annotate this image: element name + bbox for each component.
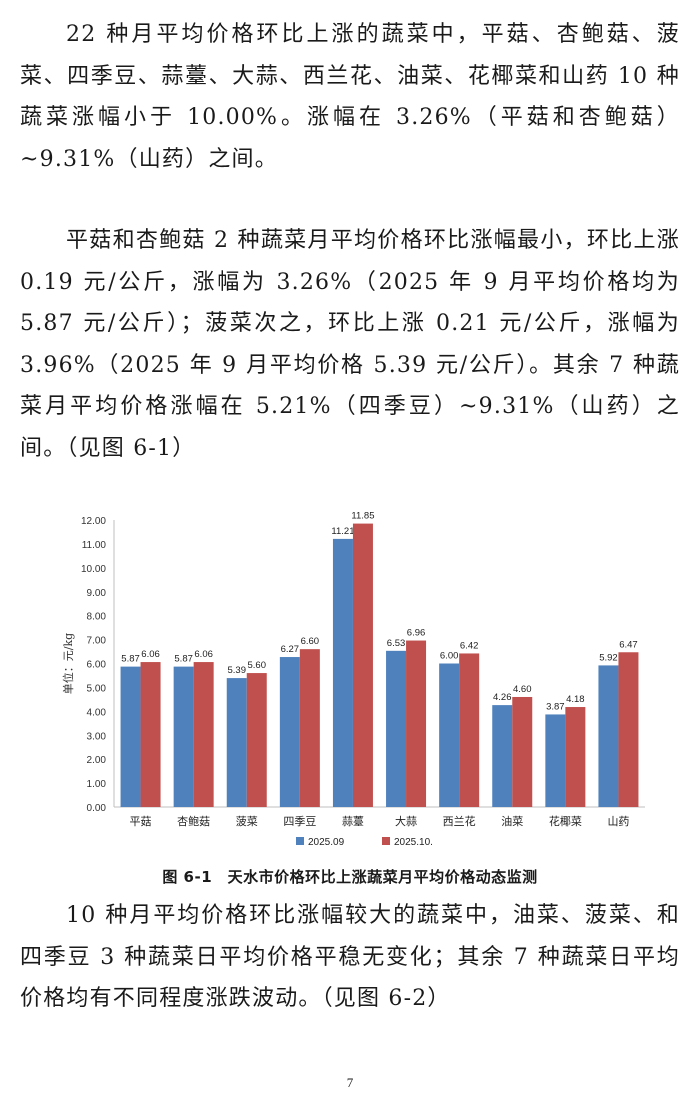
data-label: 4.60 [513,684,532,695]
legend-swatch [382,837,390,845]
data-label: 6.53 [387,638,406,649]
bar-sep [226,678,247,807]
y-tick-label: 2.00 [87,755,107,766]
bar-sep [545,714,566,807]
bar-oct [299,649,320,807]
x-tick-label: 西兰花 [443,815,476,828]
data-label: 6.47 [619,639,638,650]
data-label: 5.39 [228,665,247,676]
bar-sep [492,705,513,807]
bar-oct [459,653,480,807]
bar-oct [406,640,427,807]
data-label: 5.87 [174,654,193,665]
paragraph-2: 平菇和杏鲍菇 2 种蔬菜月平均价格环比涨幅最小，环比上涨 0.19 元/公斤，涨… [20,228,680,461]
bar-oct [565,707,586,807]
x-tick-label: 山药 [607,815,629,828]
bar-sep [598,665,619,807]
data-label: 4.18 [566,694,585,705]
x-tick-label: 菠菜 [236,815,258,828]
bar-sep [439,663,460,807]
data-label: 5.87 [121,654,140,665]
x-tick-label: 油菜 [501,814,523,828]
paragraph-3: 10 种月平均价格环比涨幅较大的蔬菜中，油菜、菠菜、和四季豆 3 种蔬菜日平均价… [20,903,680,1011]
y-tick-label: 3.00 [87,731,107,742]
data-label: 6.42 [460,640,479,651]
bar-sep [173,666,194,807]
bar-oct [193,662,214,807]
legend-label: 2025.09 [308,837,345,848]
y-tick-label: 9.00 [87,588,107,599]
y-tick-label: 4.00 [87,707,107,718]
y-tick-label: 6.00 [87,660,107,671]
x-tick-label: 大蒜 [395,814,417,828]
data-label: 11.21 [331,526,354,537]
data-label: 6.06 [194,649,213,660]
data-label: 6.60 [301,636,320,647]
y-tick-label: 11.00 [82,540,107,551]
bar-oct [352,523,373,807]
bar-sep [386,650,407,807]
data-label: 5.60 [248,660,267,671]
page-number: 7 [346,1075,354,1090]
bar-oct [140,662,161,807]
x-tick-label: 蒜薹 [342,814,364,828]
y-tick-label: 8.00 [87,612,107,623]
legend-label: 2025.10. [394,837,433,848]
bar-sep [120,666,141,807]
y-tick-label: 12.00 [81,516,106,527]
x-tick-label: 平菇 [130,814,152,828]
bar-oct [246,673,267,807]
data-label: 11.85 [351,511,374,522]
y-tick-label: 1.00 [87,779,107,790]
bar-sep [332,538,353,807]
data-label: 3.87 [546,701,565,712]
x-tick-label: 杏鲍菇 [177,814,210,828]
y-tick-label: 10.00 [81,564,106,575]
y-tick-label: 5.00 [87,683,107,694]
legend-swatch [296,837,304,845]
bar-chart: 0.00 1.00 2.00 3.00 4.00 5.00 6.00 7.00 8.00 9.00… [60,505,650,860]
bar-sep [279,657,300,807]
figure-caption: 图 6-1 天水市价格环比上涨蔬菜月平均价格动态监测 [162,868,538,886]
data-label: 4.26 [493,692,512,703]
y-tick-label: 7.00 [87,636,107,647]
data-label: 6.00 [440,651,459,662]
x-tick-label: 花椰菜 [549,814,582,828]
bar-oct [512,696,533,807]
data-label: 6.06 [141,649,160,660]
data-label: 5.92 [599,652,618,663]
data-label: 6.27 [281,644,300,655]
paragraph-1: 22 种月平均价格环比上涨的蔬菜中，平菇、杏鲍菇、菠菜、四季豆、蒜薹、大蒜、西兰… [20,22,680,172]
x-tick-label: 四季豆 [283,815,316,828]
y-axis-label: 单位：元/kg [61,633,75,694]
bar-oct [618,652,639,807]
y-tick-label: 0.00 [87,803,107,814]
chart-svg: 0.00 1.00 2.00 3.00 4.00 5.00 6.00 7.00 8.00 9.00… [61,511,645,848]
data-label: 6.96 [407,628,426,639]
